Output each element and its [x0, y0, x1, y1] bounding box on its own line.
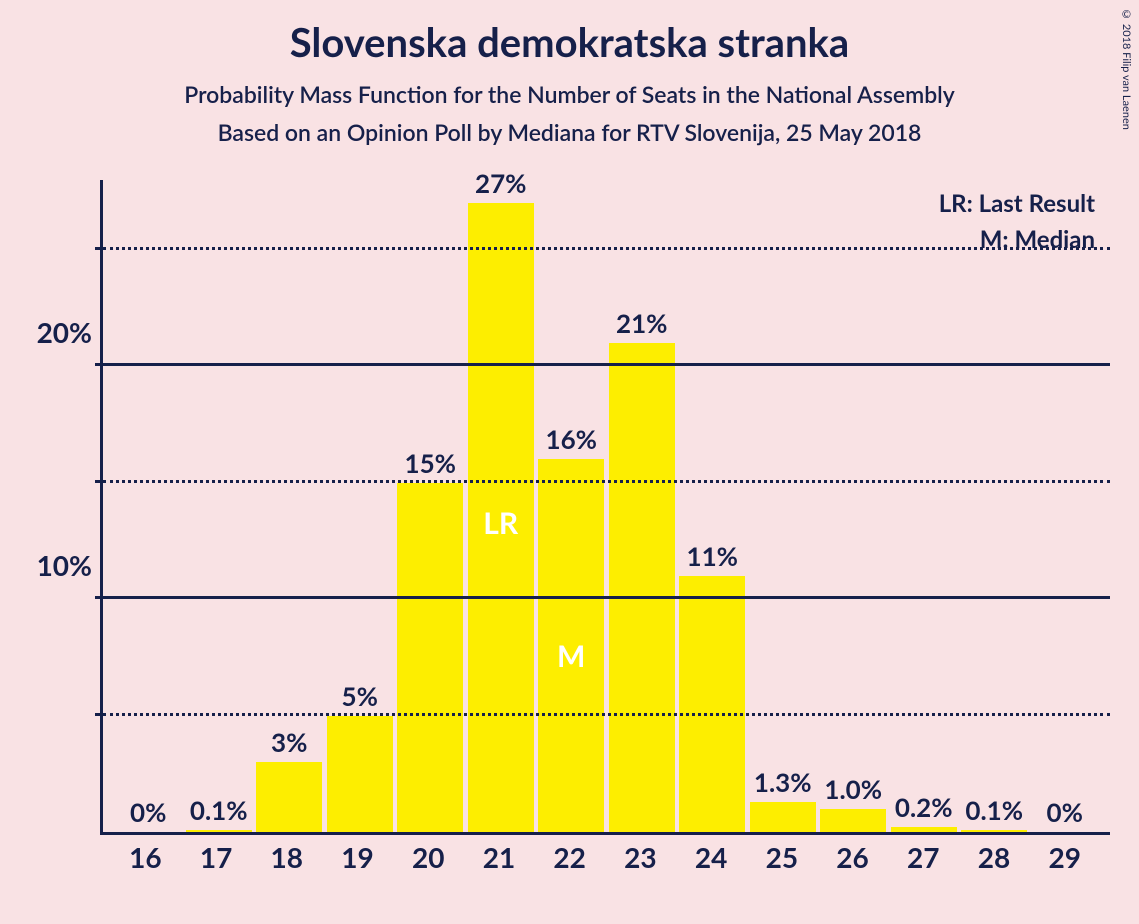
bar: 15%: [397, 483, 463, 832]
y-tick-mark: [95, 480, 103, 483]
bar-slot: 1.0%: [818, 180, 889, 832]
y-tick-mark: [95, 713, 103, 716]
bar: 1.3%: [750, 802, 816, 832]
bar-value-label: 0%: [1047, 796, 1083, 828]
x-axis-labels: 1617181920212223242526272829: [100, 840, 1110, 874]
gridline: [103, 713, 1110, 716]
bar-slot: 0.1%: [959, 180, 1030, 832]
bar-value-label: 27%: [475, 167, 526, 199]
bar-inner-label: M: [557, 638, 585, 674]
bar: 0.1%: [961, 830, 1027, 832]
chart-titles: Slovenska demokratska stranka Probabilit…: [0, 0, 1139, 146]
y-tick-label: 10%: [37, 548, 92, 582]
x-tick-label: 24: [676, 840, 747, 874]
y-tick-mark: [95, 363, 103, 366]
chart-plot-area: LR: Last Result M: Median 0%0.1%3%5%15%2…: [100, 180, 1110, 835]
bar-slot: 27%LR: [466, 180, 537, 832]
bar-value-label: 3%: [271, 726, 307, 758]
gridline: [103, 596, 1110, 599]
x-tick-label: 20: [393, 840, 464, 874]
x-tick-label: 28: [959, 840, 1030, 874]
bar-value-label: 11%: [687, 540, 738, 572]
bar-value-label: 1.3%: [754, 766, 812, 798]
bar-slot: 21%: [607, 180, 678, 832]
copyright-text: © 2018 Filip van Laenen: [1120, 8, 1133, 130]
x-tick-label: 17: [181, 840, 252, 874]
bar: 3%: [256, 762, 322, 832]
bar: 0.2%: [891, 827, 957, 832]
x-tick-label: 21: [464, 840, 535, 874]
bar-value-label: 0.1%: [190, 794, 248, 826]
bar-slot: 0.1%: [184, 180, 255, 832]
bar-value-label: 16%: [546, 423, 597, 455]
bar-value-label: 15%: [405, 447, 456, 479]
bar: 27%LR: [468, 203, 534, 832]
chart-subtitle-2: Based on an Opinion Poll by Mediana for …: [0, 118, 1139, 146]
x-tick-label: 23: [605, 840, 676, 874]
bar: 5%: [327, 716, 393, 832]
bar-value-label: 1.0%: [824, 773, 882, 805]
x-tick-label: 22: [534, 840, 605, 874]
bar-slot: 0%: [113, 180, 184, 832]
bar-slot: 0.2%: [889, 180, 960, 832]
bar: 1.0%: [820, 809, 886, 832]
chart-bars-container: 0%0.1%3%5%15%27%LR16%M21%11%1.3%1.0%0.2%…: [103, 180, 1110, 832]
bar-inner-label: LR: [483, 505, 518, 541]
gridline: [103, 480, 1110, 483]
x-tick-label: 29: [1029, 840, 1100, 874]
y-tick-mark: [95, 596, 103, 599]
bar-value-label: 0.1%: [965, 794, 1023, 826]
y-tick-mark: [95, 247, 103, 250]
x-tick-label: 25: [746, 840, 817, 874]
bar-slot: 11%: [677, 180, 748, 832]
x-tick-label: 19: [322, 840, 393, 874]
bar-value-label: 21%: [616, 307, 667, 339]
bar-value-label: 0.2%: [895, 791, 953, 823]
gridline: [103, 363, 1110, 366]
bar-slot: 5%: [325, 180, 396, 832]
chart-subtitle-1: Probability Mass Function for the Number…: [0, 80, 1139, 108]
gridline: [103, 247, 1110, 250]
bar: 11%: [679, 576, 745, 832]
bar-slot: 16% M: [536, 180, 607, 832]
x-tick-label: 26: [817, 840, 888, 874]
bar-value-label: 5%: [342, 680, 378, 712]
bar-slot: 1.3%: [748, 180, 819, 832]
x-tick-label: 18: [251, 840, 322, 874]
bar: 0.1%: [186, 830, 252, 832]
chart-title: Slovenska demokratska stranka: [0, 18, 1139, 66]
bar: 16%M: [538, 459, 604, 832]
bar-slot: 15%: [395, 180, 466, 832]
bar-slot: 3%: [254, 180, 325, 832]
bar: 21%: [609, 343, 675, 832]
x-tick-label: 16: [110, 840, 181, 874]
x-tick-label: 27: [888, 840, 959, 874]
y-tick-label: 20%: [37, 315, 92, 349]
bar-value-label: 0%: [130, 796, 166, 828]
bar-slot: 0%: [1030, 180, 1101, 832]
